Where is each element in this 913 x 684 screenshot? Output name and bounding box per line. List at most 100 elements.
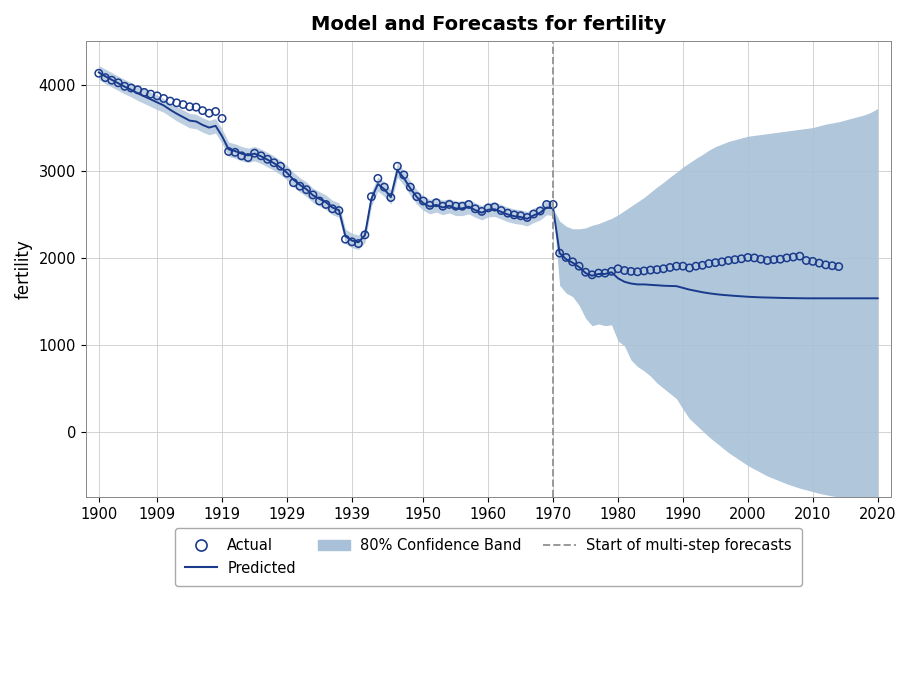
Point: [273, 161, 288, 172]
Point: [267, 157, 281, 168]
Point: [481, 202, 496, 213]
Point: [513, 210, 528, 221]
Point: [254, 150, 268, 161]
Point: [325, 203, 340, 214]
Point: [371, 173, 385, 184]
Point: [695, 260, 709, 271]
Point: [494, 205, 509, 216]
Point: [792, 251, 807, 262]
Point: [377, 182, 392, 193]
Point: [352, 238, 366, 249]
Point: [208, 106, 223, 117]
Point: [636, 265, 651, 276]
Point: [260, 154, 275, 165]
Point: [572, 261, 586, 272]
Point: [176, 99, 191, 110]
Point: [617, 265, 632, 276]
Point: [663, 262, 677, 273]
Point: [331, 205, 346, 216]
Point: [578, 267, 593, 278]
Legend: Actual, Predicted, 80% Confidence Band, Start of multi-step forecasts: Actual, Predicted, 80% Confidence Band, …: [174, 528, 802, 586]
Point: [163, 96, 177, 107]
Point: [533, 205, 548, 216]
Point: [643, 265, 657, 276]
Point: [688, 261, 703, 272]
Point: [559, 252, 573, 263]
Point: [338, 234, 352, 245]
Point: [584, 269, 599, 280]
X-axis label: year: year: [469, 527, 507, 546]
Point: [604, 266, 619, 277]
Point: [195, 105, 210, 116]
Point: [630, 266, 645, 277]
Point: [390, 161, 404, 172]
Point: [299, 184, 314, 195]
Point: [701, 258, 716, 269]
Point: [656, 263, 671, 274]
Point: [279, 168, 294, 179]
Point: [650, 264, 665, 275]
Point: [235, 150, 249, 161]
Point: [773, 254, 788, 265]
Point: [383, 192, 398, 203]
Point: [455, 200, 469, 211]
Point: [215, 113, 229, 124]
Point: [592, 267, 606, 278]
Point: [312, 196, 327, 207]
Point: [669, 261, 684, 272]
Point: [805, 256, 820, 267]
Point: [150, 90, 164, 101]
Point: [825, 260, 840, 271]
Point: [91, 68, 106, 79]
Point: [818, 259, 833, 270]
Point: [98, 72, 112, 83]
Point: [475, 206, 489, 217]
Point: [832, 261, 846, 272]
Point: [552, 248, 567, 259]
Point: [728, 254, 742, 265]
Point: [416, 196, 431, 207]
Point: [286, 177, 300, 188]
Point: [682, 263, 697, 274]
Point: [740, 252, 755, 263]
Point: [799, 255, 813, 266]
Point: [527, 209, 541, 220]
Point: [306, 189, 320, 200]
Point: [565, 256, 580, 267]
Point: [423, 200, 437, 211]
Point: [221, 146, 236, 157]
Point: [344, 237, 359, 248]
Point: [364, 191, 379, 202]
Point: [396, 170, 411, 181]
Title: Model and Forecasts for fertility: Model and Forecasts for fertility: [310, 15, 666, 34]
Point: [753, 254, 768, 265]
Point: [540, 199, 554, 210]
Point: [429, 197, 444, 208]
Point: [202, 108, 216, 119]
Point: [358, 229, 373, 240]
Point: [721, 255, 736, 266]
Point: [131, 84, 145, 95]
Point: [676, 261, 690, 272]
Point: [767, 254, 782, 265]
Y-axis label: fertility: fertility: [15, 239, 33, 299]
Point: [189, 102, 204, 113]
Point: [611, 263, 625, 274]
Point: [403, 182, 417, 193]
Point: [183, 101, 197, 112]
Point: [760, 255, 774, 266]
Point: [624, 266, 638, 277]
Point: [227, 147, 242, 158]
Point: [169, 97, 184, 108]
Point: [812, 258, 826, 269]
Point: [448, 200, 463, 211]
Point: [293, 181, 308, 192]
Point: [241, 152, 256, 163]
Point: [247, 148, 262, 159]
Point: [598, 267, 613, 278]
Point: [104, 75, 119, 86]
Point: [715, 256, 729, 267]
Point: [734, 253, 749, 264]
Point: [519, 212, 534, 223]
Point: [118, 81, 132, 92]
